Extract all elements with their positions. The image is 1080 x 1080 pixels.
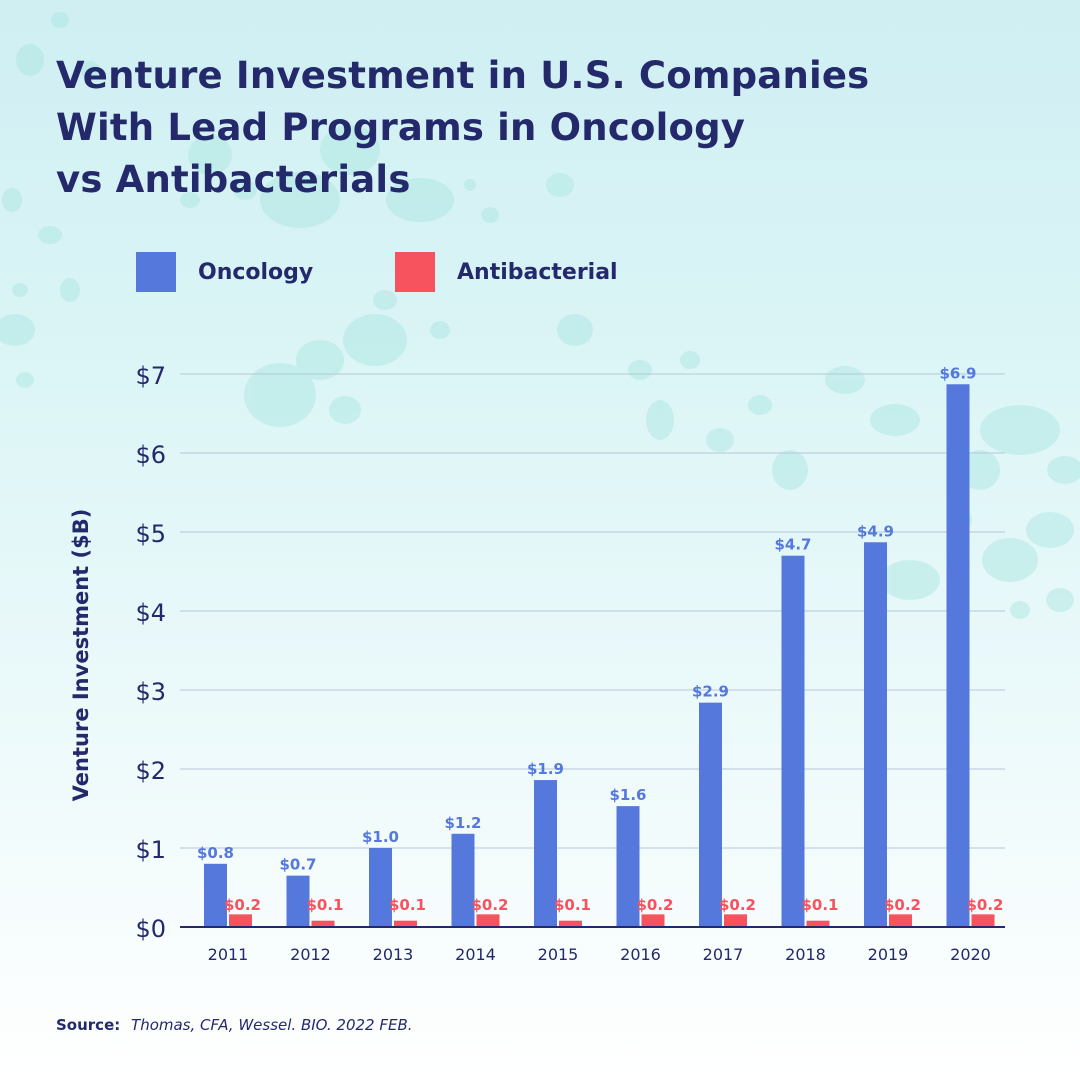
x-tick-label-2015: 2015 xyxy=(538,945,579,964)
bar-antibacterial-2019 xyxy=(889,914,912,927)
data-label-antibacterial-2019: $0.2 xyxy=(884,896,921,914)
data-label-antibacterial-2015: $0.1 xyxy=(554,896,591,914)
data-label-oncology-2020: $6.9 xyxy=(939,364,976,382)
y-tick-label-3: $3 xyxy=(135,678,166,706)
bar-antibacterial-2013 xyxy=(394,920,417,927)
x-tick-label-2013: 2013 xyxy=(373,945,414,964)
bar-antibacterial-2015 xyxy=(559,920,582,927)
data-label-antibacterial-2017: $0.2 xyxy=(719,896,756,914)
y-tick-label-4: $4 xyxy=(135,599,166,627)
legend-item-antibacterial: Antibacterial xyxy=(395,252,618,292)
bar-oncology-2013 xyxy=(369,848,392,927)
data-label-oncology-2018: $4.7 xyxy=(774,536,811,554)
y-tick-label-5: $5 xyxy=(135,520,166,548)
data-label-antibacterial-2014: $0.2 xyxy=(471,896,508,914)
data-label-oncology-2011: $0.8 xyxy=(197,844,234,862)
title-line-3: vs Antibacterials xyxy=(56,158,411,201)
y-tick-label-2: $2 xyxy=(135,757,166,785)
bar-antibacterial-2011 xyxy=(229,914,252,927)
x-tick-label-2018: 2018 xyxy=(785,945,826,964)
x-tick-label-2017: 2017 xyxy=(703,945,744,964)
data-label-oncology-2012: $0.7 xyxy=(279,856,316,874)
data-label-oncology-2019: $4.9 xyxy=(857,522,894,540)
bar-antibacterial-2020 xyxy=(971,914,995,927)
bar-antibacterial-2017 xyxy=(724,914,747,927)
data-label-antibacterial-2018: $0.1 xyxy=(801,896,838,914)
x-tick-label-2019: 2019 xyxy=(868,945,909,964)
bar-oncology-2011 xyxy=(204,863,227,927)
source-text: Thomas, CFA, Wessel. BIO. 2022 FEB. xyxy=(131,1016,413,1034)
x-tick-label-2020: 2020 xyxy=(950,945,991,964)
bar-oncology-2014 xyxy=(451,833,475,927)
legend-label-oncology: Oncology xyxy=(198,259,314,285)
legend-label-antibacterial: Antibacterial xyxy=(457,259,618,285)
legend-swatch-antibacterial xyxy=(395,252,435,292)
bar-oncology-2016 xyxy=(616,806,640,927)
x-tick-label-2016: 2016 xyxy=(620,945,661,964)
data-label-antibacterial-2013: $0.1 xyxy=(389,896,426,914)
data-label-antibacterial-2016: $0.2 xyxy=(636,896,673,914)
bar-antibacterial-2014 xyxy=(476,914,500,927)
data-label-oncology-2017: $2.9 xyxy=(692,683,729,701)
x-tick-label-2011: 2011 xyxy=(208,945,249,964)
data-label-antibacterial-2020: $0.2 xyxy=(966,896,1003,914)
data-label-antibacterial-2011: $0.2 xyxy=(224,896,261,914)
bar-oncology-2018 xyxy=(781,555,805,927)
bar-oncology-2020 xyxy=(946,384,970,927)
bar-antibacterial-2018 xyxy=(806,920,830,927)
bar-oncology-2012 xyxy=(286,875,310,927)
y-tick-label-6: $6 xyxy=(135,441,166,469)
bar-antibacterial-2016 xyxy=(641,914,665,927)
data-label-oncology-2013: $1.0 xyxy=(362,828,399,846)
y-tick-label-7: $7 xyxy=(135,362,166,390)
chart-title: Venture Investment in U.S. Companies Wit… xyxy=(56,50,1016,206)
data-label-oncology-2014: $1.2 xyxy=(444,814,481,832)
y-tick-label-1: $1 xyxy=(135,836,166,864)
title-line-1: Venture Investment in U.S. Companies xyxy=(56,54,870,97)
title-line-2: With Lead Programs in Oncology xyxy=(56,106,746,149)
data-label-oncology-2015: $1.9 xyxy=(527,760,564,778)
source-note: Source: Thomas, CFA, Wessel. BIO. 2022 F… xyxy=(56,1016,413,1034)
data-label-oncology-2016: $1.6 xyxy=(609,786,646,804)
bar-oncology-2015 xyxy=(534,780,557,927)
source-label: Source: xyxy=(56,1016,121,1034)
bar-oncology-2019 xyxy=(864,542,887,927)
legend-swatch-oncology xyxy=(136,252,176,292)
bar-oncology-2017 xyxy=(699,702,722,927)
bar-antibacterial-2012 xyxy=(311,920,335,927)
y-tick-label-0: $0 xyxy=(135,915,166,943)
data-label-antibacterial-2012: $0.1 xyxy=(306,896,343,914)
legend-item-oncology: Oncology xyxy=(136,252,313,292)
x-tick-label-2012: 2012 xyxy=(290,945,331,964)
x-tick-label-2014: 2014 xyxy=(455,945,496,964)
y-axis-label: Venture Investment ($B) xyxy=(69,509,93,802)
